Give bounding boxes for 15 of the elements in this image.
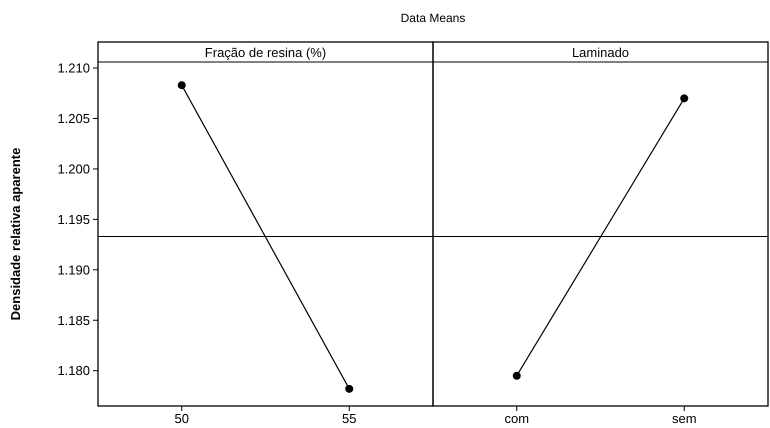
- y-axis-title: Densidade relativa aparente: [8, 148, 23, 320]
- y-tick-label: 1.180: [57, 363, 90, 378]
- y-tick-label: 1.210: [57, 60, 90, 76]
- x-tick-label: 50: [174, 411, 189, 426]
- y-tick-label: 1.185: [57, 312, 90, 328]
- x-tick-label: sem: [672, 411, 697, 426]
- y-tick-label: 1.200: [57, 161, 90, 176]
- chart-title: Data Means: [400, 11, 466, 25]
- x-tick-label: 55: [342, 411, 356, 426]
- y-tick-label: 1.205: [57, 111, 90, 126]
- x-tick-label: com: [504, 411, 530, 426]
- y-tick-label: 1.195: [57, 212, 90, 227]
- x-axis-title: Fração de resina (%): [204, 45, 326, 60]
- y-tick-label: 1.190: [57, 262, 90, 278]
- x-axis-title: Laminado: [572, 45, 630, 60]
